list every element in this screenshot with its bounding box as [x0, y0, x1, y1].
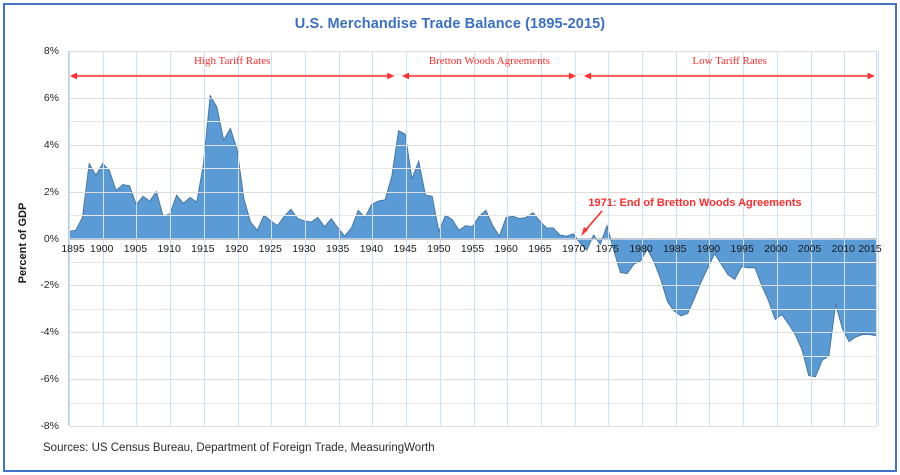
bretton-woods-end-callout-label: 1971: End of Bretton Woods Agreements	[588, 196, 802, 209]
y-tick-label: 0%	[43, 232, 59, 245]
x-tick-label: 1985	[663, 242, 687, 255]
y-axis-tick-labels: 8% 6% 4% 2% 0% -2% -4% -6% -8%	[5, 45, 65, 432]
x-tick-label: 1965	[528, 242, 552, 255]
x-tick-label: 1940	[359, 242, 384, 255]
x-tick-label: 1920	[224, 242, 249, 255]
y-tick-label: 2%	[43, 185, 59, 198]
chart-frame: U.S. Merchandise Trade Balance (1895-201…	[3, 3, 897, 472]
era-range-arrow-icon	[70, 71, 395, 81]
area-outline-path	[69, 96, 876, 377]
y-tick-label: -8%	[40, 420, 59, 432]
x-tick-label: 2000	[764, 242, 788, 255]
era-range-arrow-icon	[584, 71, 875, 81]
y-tick-label: -4%	[40, 326, 59, 339]
x-tick-label: 1945	[393, 242, 417, 255]
h-gridline	[69, 215, 876, 217]
x-tick-label: 1930	[292, 242, 316, 255]
area-fill-path	[69, 95, 876, 377]
era-range-arrow-icon	[402, 71, 577, 81]
h-gridline	[69, 285, 876, 287]
h-gridline	[69, 97, 876, 99]
x-tick-label: 1905	[123, 242, 148, 255]
x-tick-label: 1970	[561, 242, 586, 255]
h-gridline	[69, 168, 876, 170]
zero-baseline	[69, 238, 876, 240]
h-gridline	[69, 191, 876, 193]
trade-balance-area-series	[69, 51, 876, 426]
x-tick-label: 1960	[494, 242, 518, 255]
x-tick-label: 1925	[258, 242, 282, 255]
h-gridline	[69, 51, 876, 52]
x-tick-label: 1910	[157, 242, 181, 255]
h-gridline	[69, 261, 876, 263]
v-gridline	[878, 51, 879, 426]
x-tick-label: 1975	[595, 242, 620, 255]
x-tick-label: 2010	[831, 242, 855, 255]
x-tick-label: 2015	[858, 242, 882, 255]
x-tick-label: 1950	[427, 242, 451, 255]
h-gridline	[69, 332, 876, 334]
x-tick-label: 1935	[325, 242, 350, 255]
h-gridline	[69, 144, 876, 146]
era-band-label: Bretton Woods Agreements	[428, 55, 550, 67]
y-tick-label: 8%	[43, 45, 59, 57]
h-gridline	[69, 402, 876, 404]
callout-arrow-icon	[581, 209, 604, 236]
x-tick-label: 1980	[629, 242, 653, 255]
h-gridline	[69, 308, 876, 310]
x-tick-label: 1915	[191, 242, 215, 255]
plot-area	[68, 51, 879, 427]
y-tick-label: 6%	[43, 91, 59, 104]
era-band-label: High Tariff Rates	[193, 55, 271, 67]
x-tick-label: 1895	[61, 242, 85, 255]
x-tick-label: 1900	[90, 242, 114, 255]
h-gridline	[69, 74, 876, 76]
h-gridline	[69, 379, 876, 381]
x-tick-label: 1955	[460, 242, 485, 255]
h-gridline	[69, 121, 876, 123]
x-axis-tick-labels: 1895 1900 1905 1910 1915 1920 1925 1930 1935 1940…	[61, 242, 881, 259]
sources-note: Sources: US Census Bureau, Department of…	[43, 442, 435, 454]
x-tick-label: 2005	[797, 242, 822, 255]
h-gridline	[69, 426, 876, 427]
y-tick-label: 4%	[43, 138, 59, 151]
x-tick-label: 1995	[730, 242, 754, 255]
chart-title: U.S. Merchandise Trade Balance (1895-201…	[294, 16, 606, 32]
y-tick-label: -6%	[40, 373, 59, 386]
era-band-label: Low Tariff Rates	[692, 55, 767, 67]
y-tick-label: -2%	[40, 279, 59, 292]
x-tick-label: 1990	[696, 242, 721, 255]
h-gridline	[69, 355, 876, 357]
